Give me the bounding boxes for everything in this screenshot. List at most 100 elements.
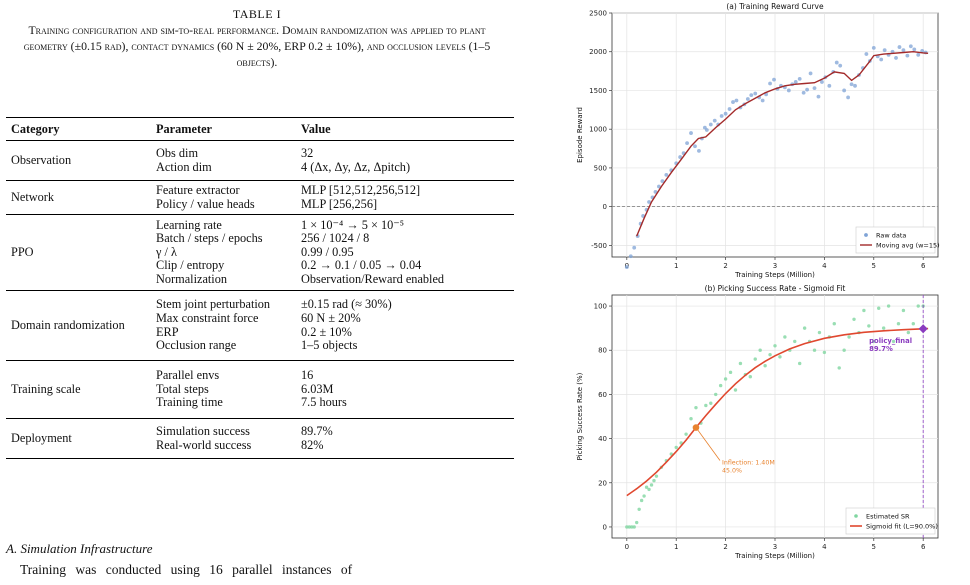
y-tick-label: 0	[603, 203, 607, 211]
raw-data-point	[786, 88, 791, 93]
estimated-sr-point	[674, 445, 678, 450]
parameter-value: 32	[301, 145, 314, 160]
estimated-sr-point	[753, 357, 757, 361]
estimated-sr-point	[832, 322, 836, 326]
header-category: Category	[6, 117, 151, 141]
x-tick-label: 6	[921, 262, 926, 270]
parameter-value: 4 (Δx, Δy, Δz, Δpitch)	[301, 159, 411, 174]
parameter-value: MLP [256,256]	[301, 196, 378, 211]
row-values: ±0.15 rad (≈ 30%) 60 N ± 20% 0.2 ± 10% 1–5 …	[296, 291, 514, 361]
estimated-sr-point	[906, 330, 911, 335]
estimated-sr-point	[748, 375, 753, 379]
config-table: Category Parameter Value Observation Obs …	[6, 117, 514, 459]
raw-data-point	[908, 44, 913, 49]
raw-data-point	[842, 88, 847, 93]
estimated-sr-point	[733, 388, 738, 392]
x-tick-label: 1	[674, 262, 678, 270]
parameter-value: 1–5 objects	[301, 338, 358, 353]
raw-data-point	[816, 94, 821, 99]
estimated-sr-point	[718, 383, 723, 388]
raw-data-point	[704, 128, 709, 132]
estimated-sr-point	[911, 322, 916, 326]
raw-data-point	[719, 114, 724, 118]
parameter-value: 16	[301, 368, 314, 383]
raw-data-point	[708, 122, 713, 127]
y-tick-label: 2000	[589, 48, 607, 56]
raw-data-point	[882, 48, 887, 53]
estimated-sr-point	[649, 483, 654, 487]
row-parameters: Learning rate Batch / steps / epochs γ / λ…	[151, 215, 296, 291]
estimated-sr-point	[652, 478, 656, 483]
x-tick-label: 1	[674, 543, 678, 551]
parameter-name: γ / λ	[156, 244, 177, 259]
x-tick-label: 3	[773, 543, 777, 551]
row-values: 89.7% 82%	[296, 419, 514, 459]
table-body: Observation Obs dim Action dim 32 4 (Δx, Δy,…	[6, 141, 514, 459]
parameter-value: ±0.15 rad (≈ 30%)	[301, 297, 392, 312]
estimated-sr-point	[872, 339, 876, 344]
parameter-name: Action dim	[156, 159, 212, 174]
table-caption: Training configuration and sim-to-real p…	[23, 23, 491, 69]
parameter-value: 0.2 → 0.1 / 0.05 → 0.04	[301, 258, 422, 273]
y-tick-label: 20	[598, 479, 607, 487]
header-parameter: Parameter	[151, 117, 296, 141]
raw-data-point	[745, 97, 750, 101]
estimated-sr-point	[778, 355, 782, 359]
x-tick-label: 2	[723, 262, 727, 270]
parameter-name: Feature extractor	[156, 182, 240, 197]
raw-data-point	[689, 131, 693, 135]
row-category: Deployment	[11, 430, 72, 445]
table-number: TABLE I	[232, 7, 282, 21]
x-tick-label: 5	[872, 262, 876, 270]
raw-data-point	[723, 111, 728, 116]
row-parameters: Simulation success Real-world success	[151, 419, 296, 459]
estimated-sr-point	[639, 498, 644, 503]
row-category: Training scale	[11, 381, 81, 396]
x-tick-label: 5	[872, 543, 876, 551]
inflection-leader-line	[695, 427, 721, 461]
raw-data-point	[693, 144, 697, 149]
raw-data-point	[712, 118, 717, 123]
x-tick-label: 4	[822, 543, 827, 551]
estimated-sr-point	[896, 322, 901, 326]
estimated-sr-point	[867, 324, 871, 328]
estimated-sr-point	[881, 326, 886, 330]
estimated-sr-point	[694, 405, 698, 410]
raw-data-point	[664, 172, 669, 177]
sigmoid-fit-line	[626, 327, 929, 497]
raw-data-point	[727, 107, 732, 111]
raw-data-point	[731, 100, 735, 104]
parameter-value: 0.2 ± 10%	[301, 324, 352, 339]
raw-data-point	[797, 76, 802, 81]
raw-data-point	[853, 83, 857, 88]
raw-data-point	[801, 90, 806, 95]
table-row: Observation Obs dim Action dim 32 4 (Δx, Δy,…	[6, 141, 514, 181]
inflection-marker	[692, 424, 700, 431]
legend-label-estimated-sr: Estimated SR	[866, 513, 910, 521]
estimated-sr-point	[704, 403, 708, 408]
raw-data-point	[647, 200, 651, 204]
parameter-name: Max constraint force	[156, 310, 259, 325]
y-tick-label: 0	[603, 523, 607, 531]
inflection-label: Inflection: 1.40M	[722, 460, 775, 467]
y-tick-label: 60	[598, 391, 607, 399]
raw-data-point	[879, 57, 884, 62]
legend-box	[845, 507, 936, 535]
y-tick-label: -500	[591, 242, 607, 250]
estimated-sr-point	[728, 370, 733, 375]
estimated-sr-point	[822, 350, 827, 355]
row-values: 32 4 (Δx, Δy, Δz, Δpitch)	[296, 141, 514, 181]
policy-final-label: policy_final	[869, 337, 912, 345]
parameter-name: Normalization	[156, 271, 228, 286]
estimated-sr-point	[916, 304, 920, 308]
parameter-name: Total steps	[156, 381, 209, 396]
estimated-sr-point	[901, 308, 906, 313]
raw-data-point	[760, 98, 765, 103]
table-caption-block: TABLE I Training configuration and sim-t…	[0, 6, 514, 70]
row-category: Network	[11, 189, 55, 204]
x-tick-label: 6	[921, 543, 926, 551]
estimated-sr-point	[632, 525, 636, 529]
parameter-value: 60 N ± 20%	[301, 310, 361, 325]
